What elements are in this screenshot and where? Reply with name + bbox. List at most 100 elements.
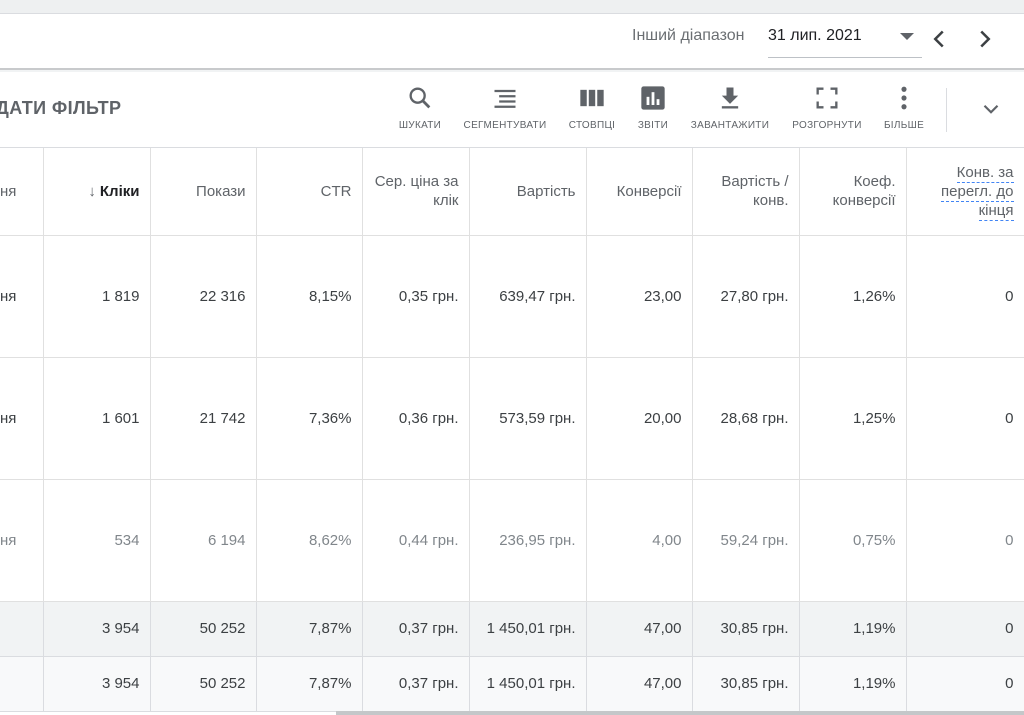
stats-table: ня ↓ Кліки Покази CTR Сер. ціна за клік В… <box>0 148 1024 712</box>
columns-label: СТОВПЦІ <box>568 120 616 131</box>
cell-conv-rate: 1,26% <box>799 235 907 358</box>
cell-cost-per-conv: 59,24 грн. <box>692 479 800 602</box>
cell-ctr: 7,87% <box>256 656 363 712</box>
column-header-conversions[interactable]: Конверсії <box>586 148 693 236</box>
cell-impressions: 21 742 <box>150 357 257 480</box>
columns-button[interactable]: СТОВПЦІ <box>566 82 618 142</box>
table-header-row: ня ↓ Кліки Покази CTR Сер. ціна за клік В… <box>0 148 1024 236</box>
cell-cost-per-conv: 28,68 грн. <box>692 357 800 480</box>
download-icon <box>721 87 739 109</box>
toolbar-divider <box>946 88 947 132</box>
cell-impressions: 50 252 <box>150 601 257 657</box>
previous-period-button[interactable] <box>924 24 954 54</box>
cell-view-through: 0 <box>906 656 1024 712</box>
expand-button[interactable]: РОЗГОРНУТИ <box>788 82 866 142</box>
search-button[interactable]: ШУКАТИ <box>396 82 444 142</box>
total-row: 3 954 50 252 7,87% 0,37 грн. 1 450,01 гр… <box>0 601 1024 657</box>
column-header-view-through-text: Конв. за перегл. до кінця <box>941 163 1014 221</box>
column-header-impressions[interactable]: Покази <box>150 148 257 236</box>
cell-clicks: 534 <box>43 479 151 602</box>
cell-clicks: 3 954 <box>43 601 151 657</box>
column-header-ctr[interactable]: CTR <box>256 148 363 236</box>
cell-cost: 1 450,01 грн. <box>469 601 587 657</box>
column-header-name-text: ня <box>0 182 17 200</box>
cell-avg-cpc: 0,37 грн. <box>362 656 470 712</box>
column-header-clicks-text: Кліки <box>99 182 140 200</box>
chevron-down-icon <box>983 104 999 114</box>
cell-cost-per-conv: 30,85 грн. <box>692 601 800 657</box>
cell-clicks: 3 954 <box>43 656 151 712</box>
cell-cost: 236,95 грн. <box>469 479 587 602</box>
column-header-cost-per-conv[interactable]: Вартість / конв. <box>692 148 800 236</box>
table-row[interactable]: ня 1 601 21 742 7,36% 0,36 грн. 573,59 г… <box>0 357 1024 480</box>
reports-button[interactable]: ЗВІТИ <box>632 82 674 142</box>
cell-ctr: 8,62% <box>256 479 363 602</box>
more-vert-icon <box>901 86 907 110</box>
add-filter-button[interactable]: ДАТИ ФІЛЬТР <box>0 98 122 118</box>
horizontal-scrollbar[interactable] <box>336 711 1024 715</box>
reports-label: ЗВІТИ <box>637 120 669 131</box>
cell-impressions: 22 316 <box>150 235 257 358</box>
segment-button[interactable]: СЕГМЕНТУВАТИ <box>460 82 550 142</box>
column-header-name[interactable]: ня <box>0 148 44 236</box>
date-range-label: Інший діапазон <box>632 27 745 44</box>
chevron-right-icon <box>980 30 991 48</box>
date-range-select[interactable]: 31 лип. 2021 <box>768 20 922 58</box>
top-strip <box>0 0 1024 14</box>
search-icon <box>409 87 431 109</box>
cell-conv-rate: 0,75% <box>799 479 907 602</box>
cell-view-through: 0 <box>906 357 1024 480</box>
cell-clicks: 1 601 <box>43 357 151 480</box>
expand-label: РОЗГОРНУТИ <box>792 120 862 131</box>
more-button[interactable]: БІЛЬШЕ <box>880 82 928 142</box>
cell-impressions: 6 194 <box>150 479 257 602</box>
sort-arrow-down-icon: ↓ <box>88 182 96 200</box>
expand-icon <box>816 87 838 109</box>
dropdown-caret-icon <box>900 33 914 40</box>
more-label: БІЛЬШЕ <box>883 120 925 131</box>
cell-cost-per-conv: 30,85 грн. <box>692 656 800 712</box>
date-range-bar: Інший діапазон 31 лип. 2021 <box>0 14 1024 70</box>
download-button[interactable]: ЗАВАНТАЖИТИ <box>686 82 774 142</box>
cell-conv-rate: 1,19% <box>799 656 907 712</box>
cell-view-through: 0 <box>906 479 1024 602</box>
cell-avg-cpc: 0,37 грн. <box>362 601 470 657</box>
cell-avg-cpc: 0,44 грн. <box>362 479 470 602</box>
search-label: ШУКАТИ <box>398 120 442 131</box>
cell-conversions: 47,00 <box>586 601 693 657</box>
column-header-avg-cpc[interactable]: Сер. ціна за клік <box>362 148 470 236</box>
reports-icon <box>641 86 665 110</box>
cell-conv-rate: 1,25% <box>799 357 907 480</box>
total-row-label <box>0 656 44 712</box>
columns-icon <box>580 89 604 107</box>
column-header-cost[interactable]: Вартість <box>469 148 587 236</box>
table-row[interactable]: ня 534 6 194 8,62% 0,44 грн. 236,95 грн.… <box>0 479 1024 602</box>
chevron-left-icon <box>933 30 944 48</box>
cell-avg-cpc: 0,36 грн. <box>362 357 470 480</box>
cell-view-through: 0 <box>906 601 1024 657</box>
table-row[interactable]: ня 1 819 22 316 8,15% 0,35 грн. 639,47 г… <box>0 235 1024 358</box>
total-row-label <box>0 601 44 657</box>
cell-conversions: 47,00 <box>586 656 693 712</box>
cell-conversions: 4,00 <box>586 479 693 602</box>
column-header-view-through[interactable]: Конв. за перегл. до кінця <box>906 148 1024 236</box>
date-range-value: 31 лип. 2021 <box>768 27 862 44</box>
row-label: ня <box>0 357 44 480</box>
cell-conversions: 20,00 <box>586 357 693 480</box>
next-period-button[interactable] <box>970 24 1000 54</box>
collapse-toolbar-button[interactable] <box>978 96 1004 122</box>
column-header-clicks[interactable]: ↓ Кліки <box>43 148 151 236</box>
segment-label: СЕГМЕНТУВАТИ <box>463 120 547 131</box>
column-header-conv-rate[interactable]: Коеф. конверсії <box>799 148 907 236</box>
stats-table-container: ня ↓ Кліки Покази CTR Сер. ціна за клік В… <box>0 148 1024 715</box>
cell-ctr: 7,36% <box>256 357 363 480</box>
cell-impressions: 50 252 <box>150 656 257 712</box>
row-label: ня <box>0 479 44 602</box>
row-label: ня <box>0 235 44 358</box>
cell-cost: 639,47 грн. <box>469 235 587 358</box>
cell-view-through: 0 <box>906 235 1024 358</box>
cell-ctr: 8,15% <box>256 235 363 358</box>
cell-cost: 1 450,01 грн. <box>469 656 587 712</box>
cell-cost: 573,59 грн. <box>469 357 587 480</box>
cell-clicks: 1 819 <box>43 235 151 358</box>
